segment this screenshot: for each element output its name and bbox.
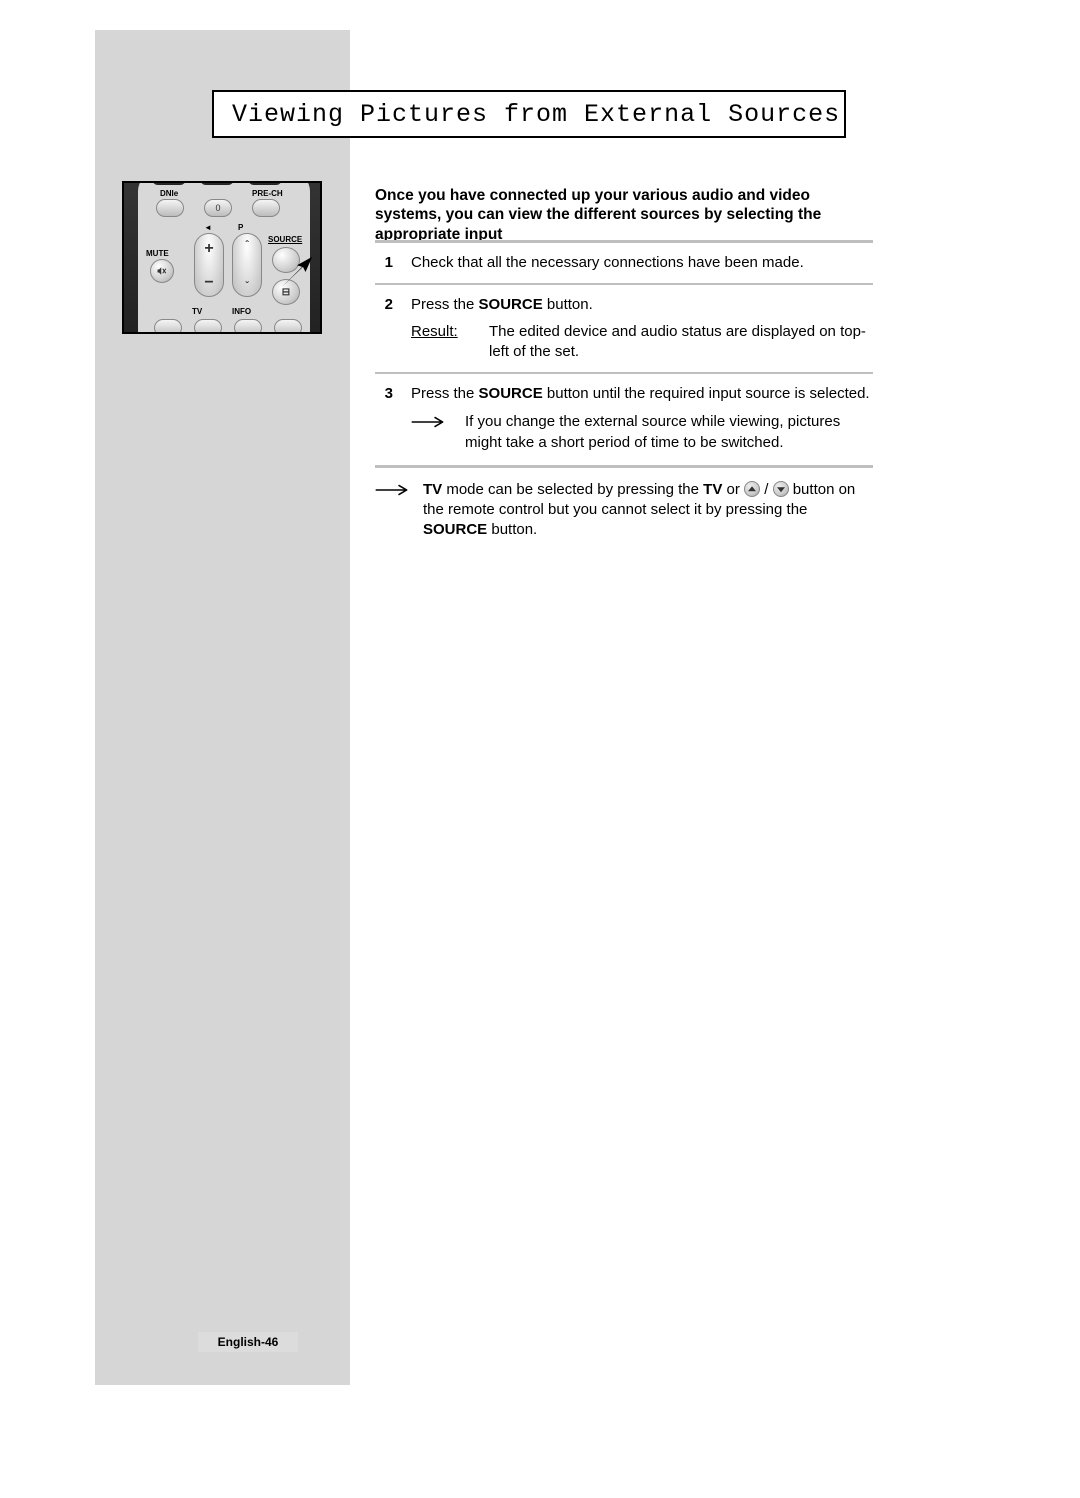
- title-text: Viewing Pictures from External Sources: [232, 100, 840, 129]
- zero-button: 0: [204, 199, 232, 217]
- vol-indicator: ◄: [204, 223, 212, 232]
- footer-span: mode can be selected by pressing the: [442, 481, 703, 498]
- result-row: Result: The edited device and audio stat…: [411, 322, 873, 363]
- step-row: 1 Check that all the necessary connectio…: [375, 253, 873, 273]
- step-number: 1: [375, 253, 393, 273]
- channel-rocker: ˆ ˇ: [232, 233, 262, 297]
- steps-list: 1 Check that all the necessary connectio…: [375, 240, 873, 541]
- footer-bold: SOURCE: [423, 521, 487, 538]
- extra-button-1: [154, 319, 182, 334]
- mute-button: [150, 259, 174, 283]
- note-arrow-icon: [411, 415, 449, 429]
- footer-span: button.: [487, 521, 537, 538]
- channel-down-icon: [773, 481, 789, 497]
- step-number: 2: [375, 295, 393, 362]
- volume-rocker: + −: [194, 233, 224, 297]
- remote-illustration: DNIe PRE-CH 0 ◄ P + − ˆ ˇ MUTE SOURCE ⊟ …: [122, 181, 322, 334]
- page-title: Viewing Pictures from External Sources: [212, 90, 846, 138]
- footer-bold: TV: [423, 481, 442, 498]
- step-bold: SOURCE: [479, 296, 543, 313]
- note-arrow-icon: [375, 483, 413, 497]
- info-button: [234, 319, 262, 334]
- mute-label: MUTE: [146, 249, 169, 258]
- footer-span: or: [722, 481, 744, 498]
- remote-num-8: [200, 181, 234, 185]
- footer-arrow-box: [375, 480, 411, 541]
- footer-note: TV mode can be selected by pressing the …: [375, 480, 873, 541]
- p-label: P: [238, 223, 243, 232]
- footer-bold: TV: [703, 481, 722, 498]
- mute-icon: [156, 265, 168, 277]
- step-bold: SOURCE: [479, 385, 543, 402]
- step-row: 3 Press the SOURCE button until the requ…: [375, 384, 873, 453]
- divider: [375, 283, 873, 285]
- step-text: Press the: [411, 385, 479, 402]
- channel-up-icon: [744, 481, 760, 497]
- tv-button: [194, 319, 222, 334]
- step-number: 3: [375, 384, 393, 453]
- result-label: Result:: [411, 322, 473, 363]
- step-body: Press the SOURCE button until the requir…: [411, 384, 873, 453]
- remote-num-7: [152, 181, 186, 185]
- extra-button-2: [274, 319, 302, 334]
- step-row: 2 Press the SOURCE button. Result: The e…: [375, 295, 873, 362]
- info-label: INFO: [232, 307, 251, 316]
- divider: [375, 240, 873, 243]
- remote-num-9: [248, 181, 282, 185]
- prech-button: [252, 199, 280, 217]
- footer-text: TV mode can be selected by pressing the …: [423, 480, 873, 541]
- intro-text: Once you have connected up your various …: [375, 186, 873, 244]
- step-body: Press the SOURCE button. Result: The edi…: [411, 295, 873, 362]
- result-text: The edited device and audio status are d…: [489, 322, 873, 363]
- note-text: If you change the external source while …: [465, 412, 873, 453]
- page-number: English-46: [198, 1332, 298, 1352]
- dnie-button: [156, 199, 184, 217]
- pointer-arrow-icon: [280, 255, 314, 289]
- prech-label: PRE-CH: [252, 189, 283, 198]
- step-text: button.: [543, 296, 593, 313]
- dnie-label: DNIe: [160, 189, 178, 198]
- step-body: Check that all the necessary connections…: [411, 253, 873, 273]
- tv-label: TV: [192, 307, 202, 316]
- divider: [375, 372, 873, 374]
- source-label: SOURCE: [268, 235, 302, 244]
- note-row: If you change the external source while …: [411, 412, 873, 453]
- divider: [375, 465, 873, 468]
- step-text: Press the: [411, 296, 479, 313]
- step-text: button until the required input source i…: [543, 385, 870, 402]
